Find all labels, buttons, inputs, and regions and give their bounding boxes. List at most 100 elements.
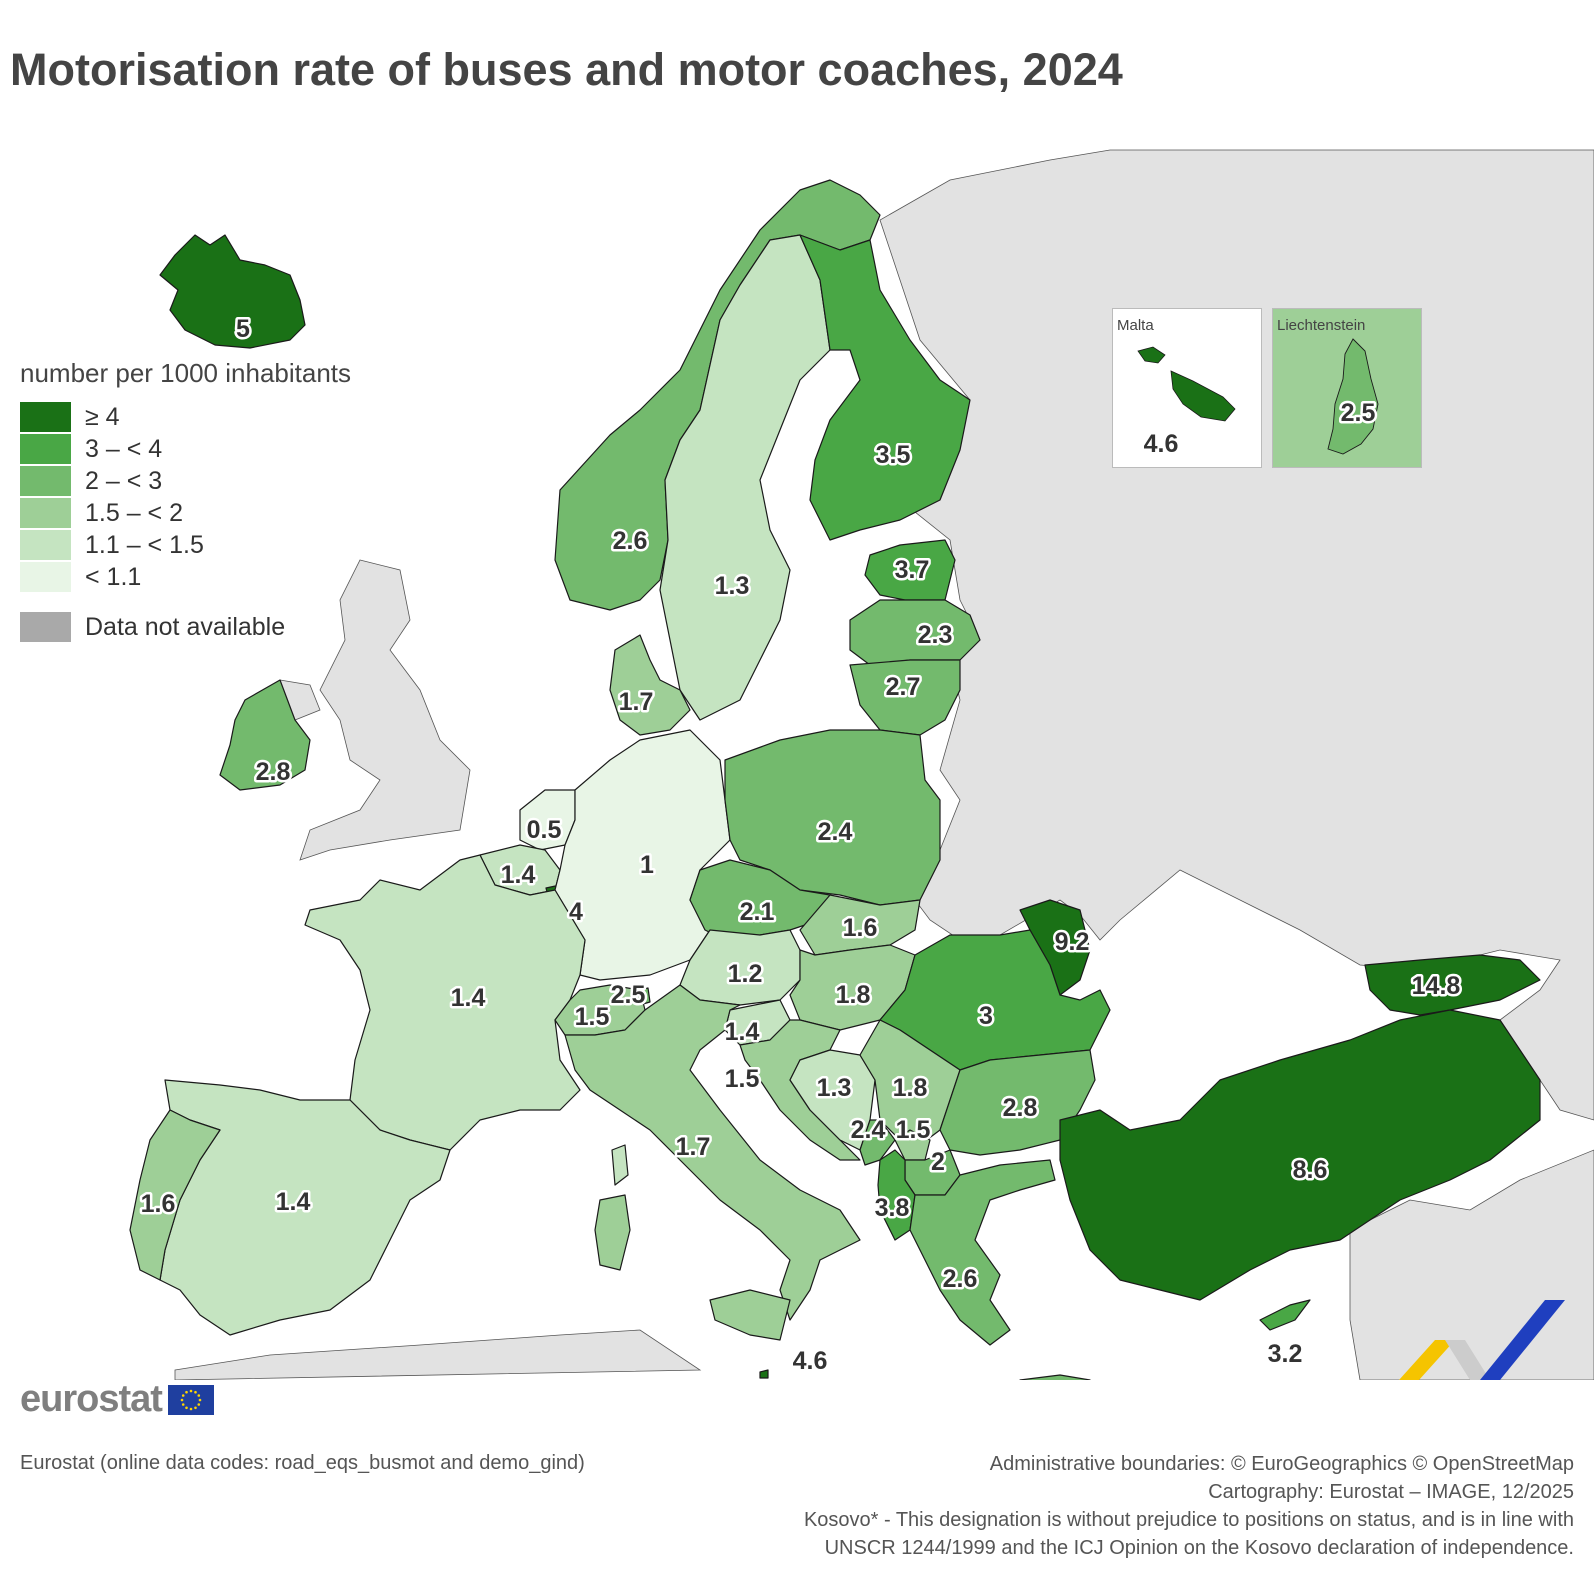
sicily-shape [709, 1289, 791, 1341]
label-czechia: 2.1 [740, 898, 775, 926]
label-slovakia: 1.6 [843, 914, 878, 942]
value-labels: 5 2.6 1.3 3.5 3.7 2.3 2.7 1.7 2.8 0.5 1.… [138, 313, 1463, 1378]
credits-line: Cartography: Eurostat – IMAGE, 12/2025 [1208, 1481, 1574, 1503]
legend-item: ≥ 4 [20, 401, 351, 433]
label-portugal: 1.6 [141, 1190, 176, 1218]
sweden-shape [659, 234, 831, 721]
lithuania-shape [849, 659, 961, 736]
uk-great-britain [299, 559, 471, 861]
italy-shape [564, 984, 861, 1321]
label-malta: 4.6 [793, 1347, 828, 1375]
kosovo-shape [894, 1129, 931, 1161]
label-liechtenstein: 2.5 [611, 981, 646, 1009]
label-montenegro: 2.4 [851, 1116, 886, 1144]
label-estonia: 3.7 [895, 556, 930, 584]
corsica-shape [611, 1144, 629, 1186]
legend-swatch [20, 530, 71, 560]
label-netherlands: 0.5 [527, 816, 562, 844]
denmark-shape [609, 634, 691, 736]
liechtenstein-inset-title: Liechtenstein [1277, 317, 1366, 334]
iceland-shape [159, 234, 306, 349]
legend-swatch [20, 466, 71, 496]
malta-inset-map: 4.6 [1137, 346, 1236, 458]
legend-label: ≥ 4 [85, 402, 120, 431]
label-albania: 3.8 [875, 1194, 910, 1222]
label-finland: 3.5 [876, 441, 911, 469]
north-africa [174, 1329, 702, 1380]
label-belgium: 1.4 [501, 861, 536, 889]
liechtenstein-inset-map: 2.5 [1327, 338, 1379, 455]
map-title: Motorisation rate of buses and motor coa… [10, 44, 1123, 95]
legend-classes: ≥ 4 3 – < 4 2 – < 3 1.5 – < 2 1.1 – < 1.5 < 1… [20, 401, 351, 593]
legend-label: 2 – < 3 [85, 466, 163, 495]
eu-flag-icon [167, 1384, 214, 1415]
legend-label: 1.1 – < 1.5 [85, 530, 204, 559]
ireland-shape [219, 679, 311, 791]
label-poland: 2.4 [818, 818, 853, 846]
label-romania: 3 [979, 1002, 993, 1030]
malta-inset-title: Malta [1117, 317, 1154, 334]
liechtenstein-inset: Liechtenstein 2.5 [1272, 308, 1422, 468]
credits-line: Kosovo* - This designation is without pr… [803, 1509, 1574, 1531]
label-iceland: 5 [236, 315, 250, 343]
crete-shape [1019, 1374, 1091, 1380]
label-serbia: 1.8 [893, 1074, 928, 1102]
malta-inset-value: 4.6 [1144, 430, 1179, 458]
credits-line: UNSCR 1244/1999 and the ICJ Opinion on t… [824, 1537, 1574, 1559]
malta-inset: Malta 4.6 [1112, 308, 1262, 468]
label-turkiye: 8.6 [1293, 1156, 1328, 1184]
bosnia-shape [789, 1049, 876, 1151]
label-north-macedonia: 2 [931, 1148, 945, 1176]
legend-label: < 1.1 [85, 562, 142, 591]
label-germany: 1 [640, 851, 654, 879]
label-cyprus: 3.2 [1268, 1340, 1303, 1368]
label-hungary: 1.8 [836, 981, 871, 1009]
legend-item: 1.5 – < 2 [20, 497, 351, 529]
liechtenstein-shape [639, 987, 651, 1005]
turkiye-shape [1059, 1009, 1541, 1301]
label-latvia: 2.3 [918, 621, 953, 649]
eurostat-wordmark: eurostat [20, 1378, 163, 1420]
label-croatia: 1.5 [725, 1065, 760, 1093]
label-norway: 2.6 [613, 527, 648, 555]
legend-swatch [20, 402, 71, 432]
legend-item: < 1.1 [20, 561, 351, 593]
label-austria: 1.2 [728, 960, 763, 988]
label-kosovo: 1.5 [896, 1116, 931, 1144]
eurostat-logo: eurostat [20, 1378, 214, 1421]
greece-shape [909, 1159, 1056, 1346]
map-credits: Administrative boundaries: © EuroGeograp… [804, 1450, 1574, 1562]
legend-item-na: Data not available [20, 611, 351, 643]
legend-swatch [20, 562, 71, 592]
bulgaria-shape [939, 1049, 1096, 1156]
legend-swatch-na [20, 612, 71, 642]
georgia-shape [1364, 954, 1541, 1016]
label-bulgaria: 2.8 [1003, 1094, 1038, 1122]
data-source: Eurostat (online data codes: road_eqs_bu… [20, 1452, 585, 1474]
label-moldova: 9.2 [1055, 928, 1090, 956]
label-sweden: 1.3 [715, 572, 750, 600]
label-france: 1.4 [451, 984, 486, 1012]
label-italy: 1.7 [676, 1133, 711, 1161]
label-ireland: 2.8 [256, 758, 291, 786]
cyprus-shape [1259, 1299, 1311, 1331]
label-denmark: 1.7 [619, 688, 654, 716]
country-shapes [129, 179, 1541, 1380]
france-shape [304, 854, 586, 1151]
label-slovenia: 1.4 [725, 1018, 760, 1046]
portugal-shape [129, 1109, 221, 1281]
label-lithuania: 2.7 [886, 673, 921, 701]
label-switzerland: 1.5 [575, 1003, 610, 1031]
credits-line: Administrative boundaries: © EuroGeograp… [989, 1453, 1574, 1475]
finland-shape [799, 234, 971, 541]
label-greece: 2.6 [943, 1265, 978, 1293]
legend-item: 1.1 – < 1.5 [20, 529, 351, 561]
legend-swatch [20, 434, 71, 464]
legend-label: 1.5 – < 2 [85, 498, 183, 527]
malta-map-dot [759, 1369, 769, 1379]
legend-label-na: Data not available [85, 612, 286, 641]
label-luxembourg: 4 [569, 898, 583, 926]
legend-item: 3 – < 4 [20, 433, 351, 465]
label-spain: 1.4 [276, 1188, 311, 1216]
legend-label: 3 – < 4 [85, 434, 163, 463]
